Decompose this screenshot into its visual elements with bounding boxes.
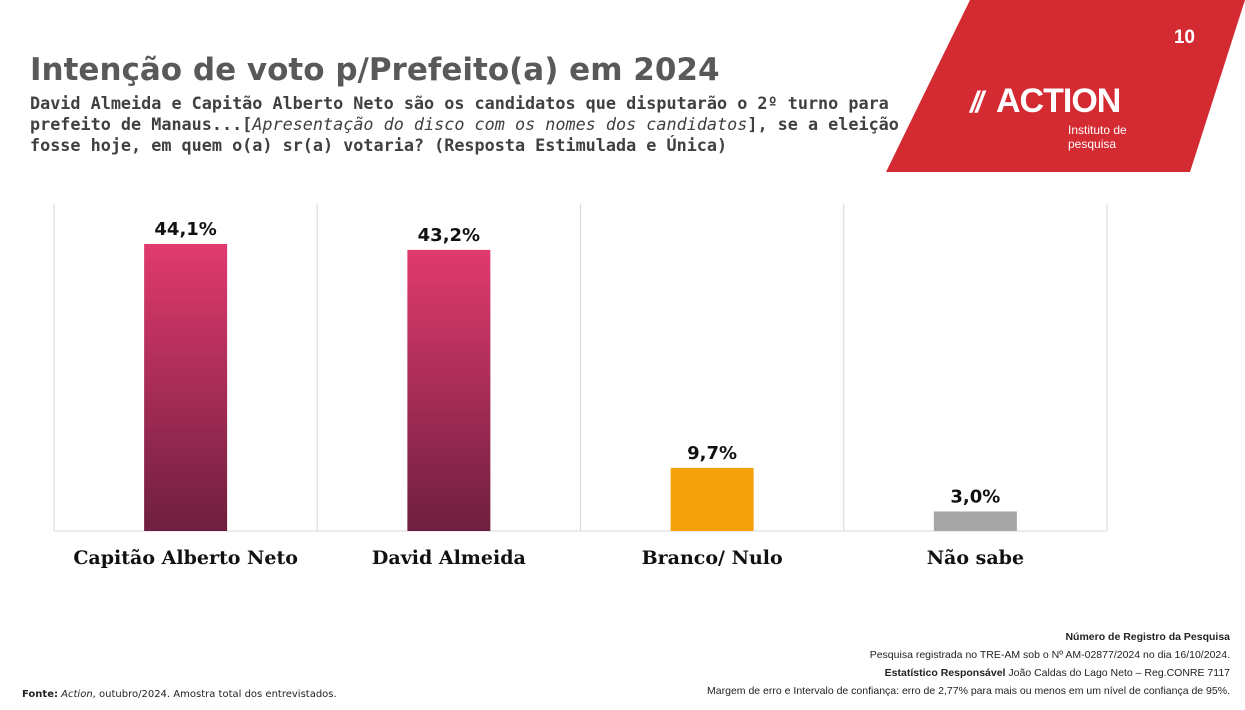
bar	[670, 467, 754, 531]
bar	[144, 244, 228, 531]
category-label: David Almeida	[372, 547, 526, 569]
page-number: 10	[1173, 27, 1195, 48]
data-label: 44,1%	[154, 219, 216, 240]
source-label: Fonte:	[22, 689, 58, 700]
source-text: , outubro/2024. Amostra total dos entrev…	[92, 689, 337, 700]
source-note: Fonte: Action, outubro/2024. Amostra tot…	[22, 689, 337, 700]
source-brand: Action	[61, 689, 93, 700]
survey-question: David Almeida e Capitão Alberto Neto são…	[30, 93, 900, 156]
category-label: Branco/ Nulo	[642, 547, 783, 569]
category-label: Não sabe	[927, 547, 1024, 569]
logo-subtitle: Instituto de pesquisa	[1068, 123, 1127, 151]
question-part-1: David Almeida e Capitão Alberto Neto são…	[30, 93, 889, 134]
statistician-value: João Caldas do Lago Neto – Reg.CONRE 711…	[1005, 667, 1230, 679]
survey-registry: Número de Registro da Pesquisa Pesquisa …	[707, 628, 1230, 700]
page-title: Intenção de voto p/Prefeito(a) em 2024	[30, 52, 720, 88]
logo-slashes: //	[970, 86, 984, 119]
question-part-2: ], se a eleição fosse hoje, em quem o(a)…	[30, 114, 899, 155]
data-label: 9,7%	[687, 443, 737, 464]
statistician-line: Estatístico Responsável João Caldas do L…	[707, 664, 1230, 682]
category-label: Capitão Alberto Neto	[73, 547, 298, 569]
bar	[407, 249, 491, 531]
data-label: 3,0%	[950, 486, 1000, 507]
logo-wordmark: ACTION	[996, 82, 1121, 120]
statistician-label: Estatístico Responsável	[884, 667, 1006, 679]
registry-line: Pesquisa registrada no TRE-AM sob o Nº A…	[869, 649, 1230, 661]
registry-heading: Número de Registro da Pesquisa	[1065, 631, 1230, 643]
question-italic-note: Apresentação do disco com os nomes dos c…	[252, 114, 748, 134]
data-label: 43,2%	[418, 225, 480, 246]
margin-of-error-line: Margem de erro e Intervalo de confiança:…	[707, 685, 1230, 697]
bar	[933, 511, 1017, 531]
